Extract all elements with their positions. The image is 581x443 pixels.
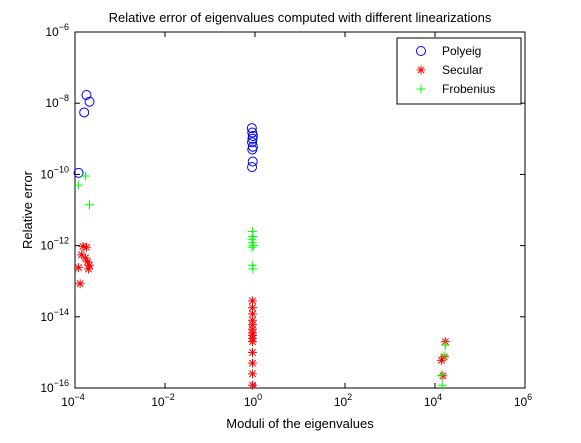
frobenius-point [439,351,449,361]
secular-point [81,242,91,252]
secular-point [248,358,258,368]
data-marks [73,89,450,390]
legend-box [396,37,522,105]
x-tick-label: 10−2 [151,392,175,409]
y-axis-label: Relative error [20,170,35,249]
x-tick-label: 106 [514,392,532,409]
secular-point [84,260,94,270]
frobenius-point [437,370,447,380]
secular-point [75,279,85,289]
secular-point-d2 [75,264,83,272]
axis-tick-labels: 10−4 10−2 100 102 104 106 10−16 10−14 10−12 10−10… [40,22,532,409]
secular-point-d2 [78,251,86,259]
frobenius-point [248,264,258,274]
frobenius-point [247,242,257,252]
secular-point-d2 [79,242,87,250]
frobenius-point [248,226,258,236]
polyeig-point [73,167,84,178]
legend-label-secular: Secular [442,63,483,77]
frobenius-point [440,340,450,350]
x-tick-label: 102 [334,392,352,409]
polyeig-point [81,89,92,100]
secular-point [248,369,258,379]
y-tick-label: 10−16 [40,378,69,395]
frobenius-point [247,260,257,270]
secular-point-d2 [248,310,257,318]
legend-marker-secular [416,65,426,75]
series-polyeig [73,89,258,178]
secular-point-d2 [83,258,92,266]
secular-point [248,380,258,390]
x-tick-label: 104 [424,392,442,409]
plot-area [74,31,526,389]
legend-marker-frobenius [416,84,426,94]
secular-point-d2 [76,280,84,288]
series-frobenius [74,171,450,390]
secular-point-d2 [248,321,257,329]
axis-ticks [74,31,526,389]
x-axis-label: Moduli of the eigenvalues [226,416,374,431]
polyeig-point [247,137,258,148]
secular-point-d2 [248,297,257,305]
secular-point-d2 [248,348,257,356]
y-tick-label: 10−8 [45,93,69,110]
polyeig-point [247,156,258,167]
polyeig-point [247,144,258,155]
frobenius-point [74,180,84,190]
frobenius-point [84,200,94,210]
secular-point [248,320,258,330]
y-tick-label: 10−10 [40,164,69,181]
polyeig-point [247,133,258,144]
frobenius-point [248,241,258,251]
legend-marker-secular-d2 [417,66,425,74]
secular-point [248,328,258,338]
polyeig-point [247,162,258,173]
series-secular [74,241,450,390]
x-tick-label: 10−4 [61,392,85,409]
polyeig-point [84,96,95,107]
secular-point-d2 [85,261,94,269]
secular-point-d2 [248,304,257,312]
legend: Polyeig Secular Frobenius [396,37,522,105]
secular-point-d2 [248,329,257,337]
secular-point-d2 [248,381,257,389]
chart-title: Relative error of eigenvalues computed w… [109,10,492,25]
secular-point-d2 [248,370,257,378]
secular-point-d2 [81,254,89,262]
frobenius-point [437,380,447,390]
polyeig-point [79,107,90,118]
x-tick-label: 100 [244,392,262,409]
y-tick-label: 10−6 [45,22,69,39]
y-tick-label: 10−12 [40,236,69,253]
secular-point [438,371,448,381]
polyeig-point [246,123,257,134]
legend-marker-polyeig [416,46,426,56]
legend-label-polyeig: Polyeig [442,44,481,58]
polyeig-point [247,127,258,138]
secular-point [74,263,84,273]
secular-point [248,309,258,319]
y-tick-label: 10−14 [40,307,69,324]
secular-point [248,347,258,357]
frobenius-point [80,171,90,181]
secular-point [248,296,258,306]
secular-point-d2 [248,338,257,346]
legend-label-frobenius: Frobenius [442,82,495,96]
secular-point-d2 [439,372,447,380]
secular-point-d2 [82,243,91,251]
secular-point-d2 [248,359,257,367]
